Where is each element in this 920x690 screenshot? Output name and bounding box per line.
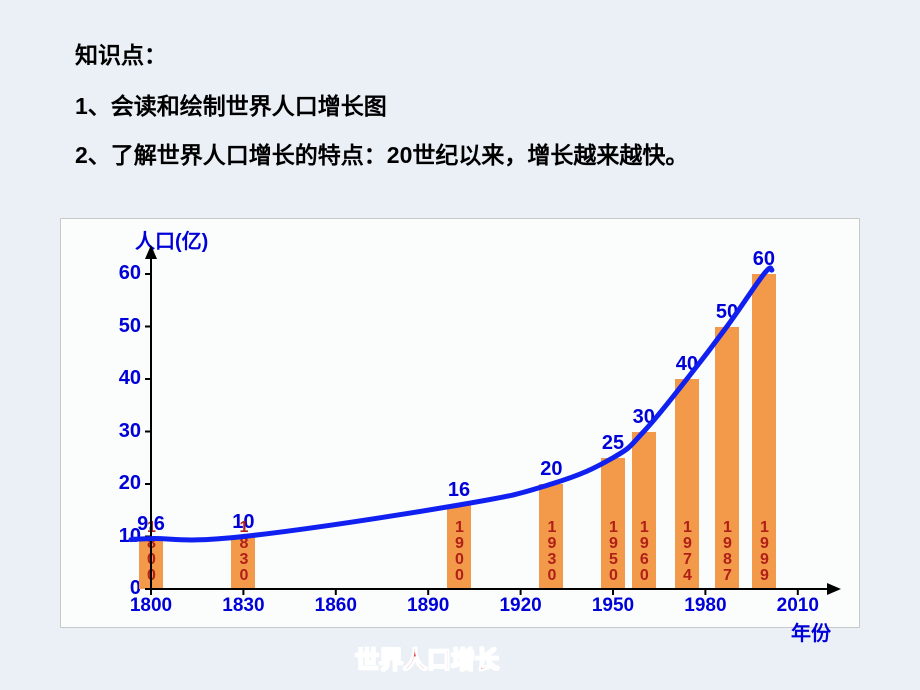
- bar-year-label: 1830: [234, 519, 252, 583]
- bar-value-label: 16: [429, 479, 489, 502]
- x-tick-label: 1830: [213, 595, 273, 617]
- bar-value-label: 50: [697, 301, 757, 324]
- bar-value-label: 20: [521, 458, 581, 481]
- x-tick-label: 1860: [306, 595, 366, 617]
- bar-year-label: 1900: [450, 519, 468, 583]
- x-tick-label: 1920: [491, 595, 551, 617]
- bar-year-label: 1974: [678, 519, 696, 583]
- bar-value-label: 40: [657, 353, 717, 376]
- chart-caption: 世界人口增长: [355, 640, 499, 675]
- bar-value-label: 30: [614, 406, 674, 429]
- y-tick-label: 50: [101, 315, 141, 338]
- chart-plot: 0102030405060人口(亿)1800183018601890192019…: [61, 219, 859, 627]
- heading-point-1: 1、会读和绘制世界人口增长图: [75, 87, 387, 121]
- x-tick-label: 1980: [675, 595, 735, 617]
- y-tick-label: 40: [101, 367, 141, 390]
- bar-year-label: 1999: [755, 519, 773, 583]
- y-axis-title: 人口(亿): [135, 225, 208, 254]
- slide: 知识点： 1、会读和绘制世界人口增长图 2、了解世界人口增长的特点：20世纪以来…: [0, 0, 920, 690]
- bar-year-label: 1960: [635, 519, 653, 583]
- x-axis-title: 年份: [791, 617, 831, 646]
- y-tick-label: 20: [101, 472, 141, 495]
- x-tick-label: 1890: [398, 595, 458, 617]
- y-tick-label: 30: [101, 420, 141, 443]
- heading-title: 知识点：: [75, 36, 167, 70]
- bar-value-label: 60: [734, 248, 794, 271]
- y-tick-label: 60: [101, 262, 141, 285]
- x-tick-label: 1950: [583, 595, 643, 617]
- bar-year-label: 1930: [542, 519, 560, 583]
- chart-container: 0102030405060人口(亿)1800183018601890192019…: [60, 218, 860, 628]
- bar-year-label: 1800: [142, 519, 160, 583]
- bar-year-label: 1987: [718, 519, 736, 583]
- x-tick-label: 1800: [121, 595, 181, 617]
- bar-year-label: 1950: [604, 519, 622, 583]
- heading-point-2: 2、了解世界人口增长的特点：20世纪以来，增长越来越快。: [75, 138, 835, 172]
- x-tick-label: 2010: [768, 595, 828, 617]
